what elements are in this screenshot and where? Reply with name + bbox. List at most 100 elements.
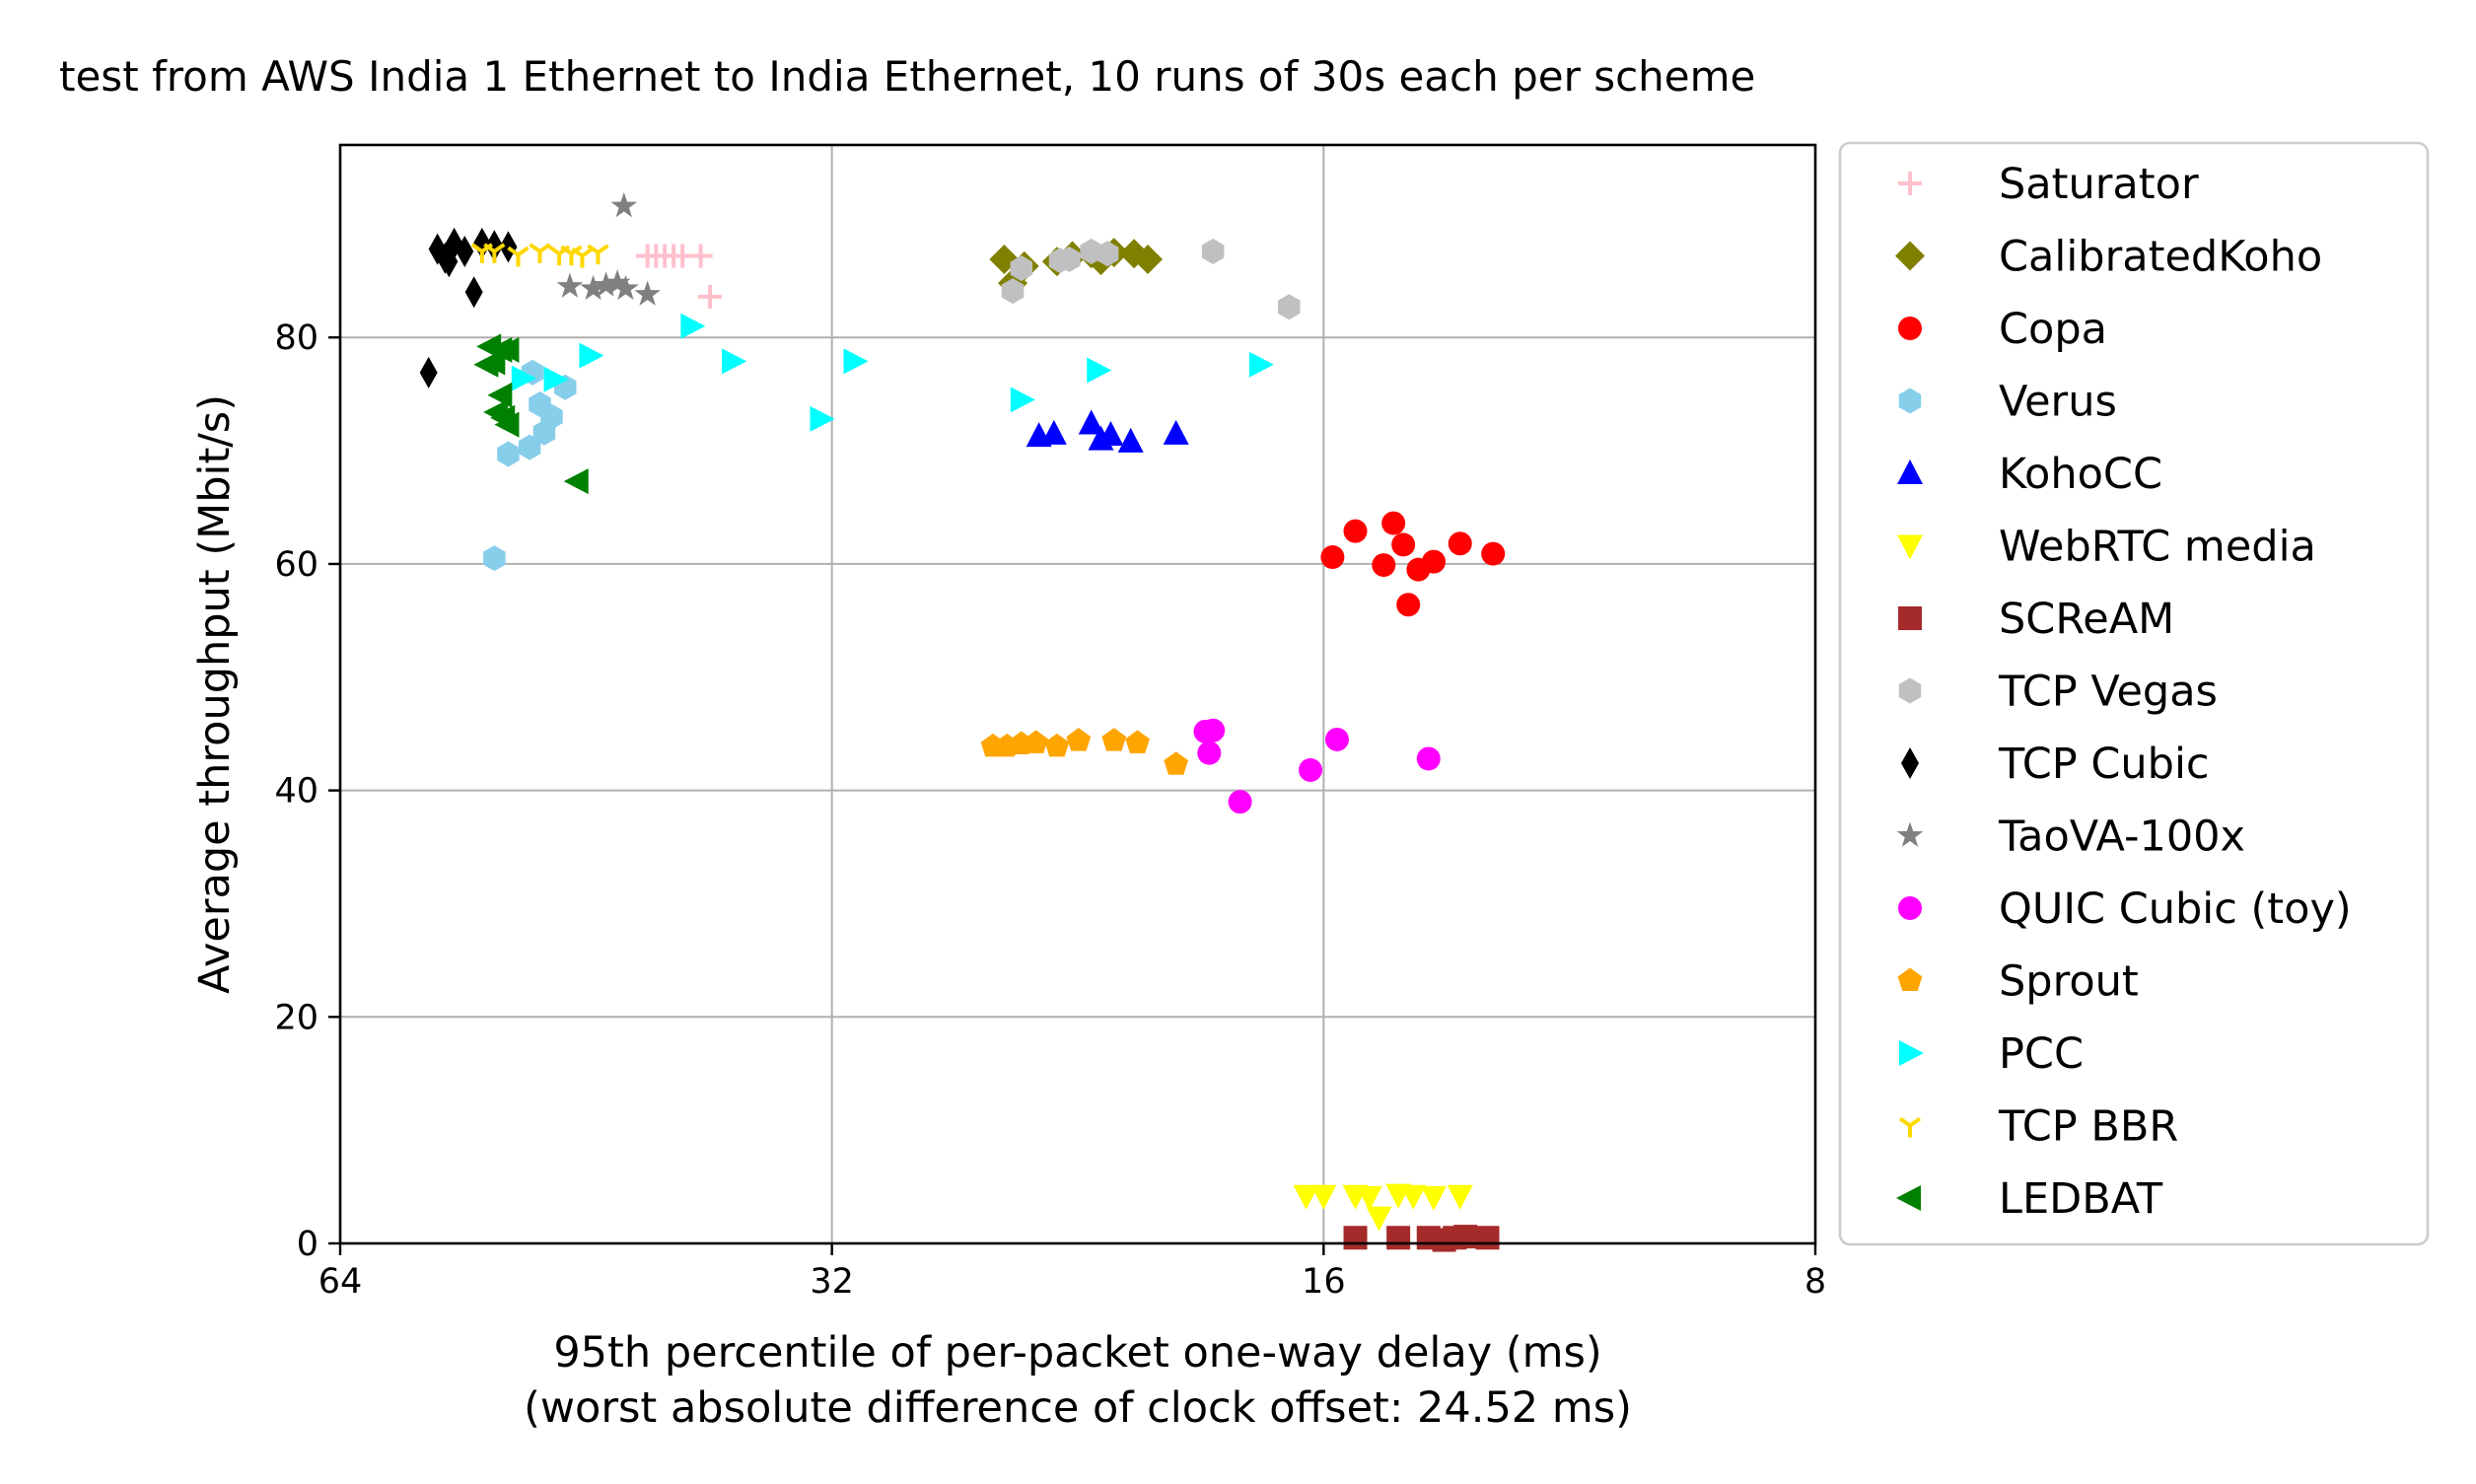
series-quic-cubic-toy- xyxy=(1193,718,1441,814)
data-point xyxy=(1447,1184,1473,1210)
data-point xyxy=(1293,1184,1319,1210)
x-tick-label: 16 xyxy=(1302,1262,1346,1302)
legend-box xyxy=(1838,141,2430,1246)
data-point xyxy=(1010,255,1033,282)
legend-item: TCP BBR xyxy=(1898,1102,2178,1152)
series-pcc xyxy=(511,313,1274,432)
data-point xyxy=(1044,733,1070,757)
data-point xyxy=(1201,718,1226,742)
legend-item: WebRTC media xyxy=(1897,523,2316,572)
legend-marker xyxy=(1898,606,1922,630)
legend-label: TCP Cubic xyxy=(1998,740,2210,789)
data-point xyxy=(593,271,619,297)
data-point xyxy=(1201,238,1225,264)
legend-label: TaoVA-100x xyxy=(1998,813,2245,862)
legend-label: KohoCC xyxy=(1999,450,2162,499)
data-point xyxy=(1298,757,1322,782)
data-point xyxy=(1366,1206,1392,1232)
data-point xyxy=(1117,427,1144,453)
legend-marker xyxy=(1897,967,1923,992)
x-tick-label: 32 xyxy=(810,1262,854,1302)
legend-item: TCP Cubic xyxy=(1901,740,2210,789)
legend-label: CalibratedKoho xyxy=(1999,233,2322,282)
legend-item: PCC xyxy=(1899,1029,2084,1079)
data-point xyxy=(472,227,491,259)
legend-label: Sprout xyxy=(1999,957,2139,1007)
data-point xyxy=(1010,387,1035,413)
data-point xyxy=(497,441,520,467)
y-axis-label: Average throughput (Mbit/s) xyxy=(190,394,240,994)
legend-item: LEDBAT xyxy=(1896,1174,2163,1224)
data-point xyxy=(1475,1226,1500,1250)
data-point xyxy=(1078,409,1104,435)
data-point xyxy=(483,545,506,572)
data-point xyxy=(603,269,631,295)
data-point xyxy=(1040,419,1067,445)
data-point xyxy=(810,405,835,432)
legend-label: WebRTC media xyxy=(1999,523,2316,572)
x-axis-sublabel: (worst absolute difference of clock offs… xyxy=(524,1383,1632,1433)
data-point xyxy=(499,231,518,263)
x-tick-label: 8 xyxy=(1804,1262,1826,1302)
legend-label: Saturator xyxy=(1999,160,2199,209)
data-point xyxy=(494,336,520,363)
series-kohocc xyxy=(1026,409,1189,453)
x-axis-label: 95th percentile of per-packet one-way de… xyxy=(553,1328,1601,1378)
data-point xyxy=(1058,246,1081,272)
legend-marker xyxy=(1896,1185,1921,1211)
data-point xyxy=(1381,511,1406,535)
data-point xyxy=(518,434,541,460)
legend-item: Sprout xyxy=(1897,957,2139,1007)
legend-item: KohoCC xyxy=(1897,450,2162,499)
data-point xyxy=(440,246,459,278)
legend-item: Saturator xyxy=(1898,160,2199,209)
series-copa xyxy=(1320,511,1506,617)
legend-label: TCP BBR xyxy=(1998,1102,2178,1152)
data-point xyxy=(1324,727,1349,751)
data-point xyxy=(1163,419,1189,445)
data-point xyxy=(587,244,609,265)
legend-label: Verus xyxy=(1999,378,2117,427)
data-point xyxy=(1386,1226,1411,1250)
series-ledbat xyxy=(473,333,589,495)
data-point xyxy=(1481,541,1506,566)
data-point xyxy=(610,192,638,218)
data-point xyxy=(511,365,536,391)
legend-item: QUIC Cubic (toy) xyxy=(1898,884,2352,934)
data-point xyxy=(1097,421,1124,447)
legend-item: Verus xyxy=(1898,378,2117,427)
data-point xyxy=(1448,531,1472,556)
series-saturator xyxy=(635,244,723,309)
legend-marker xyxy=(1898,896,1922,920)
data-point xyxy=(1133,244,1164,274)
data-point xyxy=(464,276,483,309)
data-point xyxy=(1372,553,1396,578)
data-point xyxy=(456,235,474,267)
data-point xyxy=(529,390,551,417)
series-tcp-cubic xyxy=(419,227,518,389)
data-point xyxy=(580,274,606,301)
legend-item: TCP Vegas xyxy=(1898,668,2218,717)
legend-item: Copa xyxy=(1898,305,2107,354)
series-tcp-bbr xyxy=(470,243,609,268)
data-point xyxy=(571,247,594,268)
data-point xyxy=(688,244,713,268)
legend-marker xyxy=(1899,1040,1924,1066)
legend-marker xyxy=(1901,747,1919,779)
data-point xyxy=(1228,790,1252,814)
series-sprout xyxy=(980,728,1189,775)
data-point xyxy=(843,348,869,375)
data-point xyxy=(1396,593,1421,617)
legend-label: QUIC Cubic (toy) xyxy=(1999,884,2352,934)
legend-label: TCP Vegas xyxy=(1998,668,2218,717)
data-point xyxy=(543,366,569,392)
data-point xyxy=(1356,1185,1382,1211)
data-point xyxy=(419,356,438,389)
data-point xyxy=(1343,519,1368,543)
data-point xyxy=(1391,532,1416,557)
data-point xyxy=(529,243,551,263)
series-webrtc-media xyxy=(1293,1183,1473,1232)
data-point xyxy=(612,274,639,301)
